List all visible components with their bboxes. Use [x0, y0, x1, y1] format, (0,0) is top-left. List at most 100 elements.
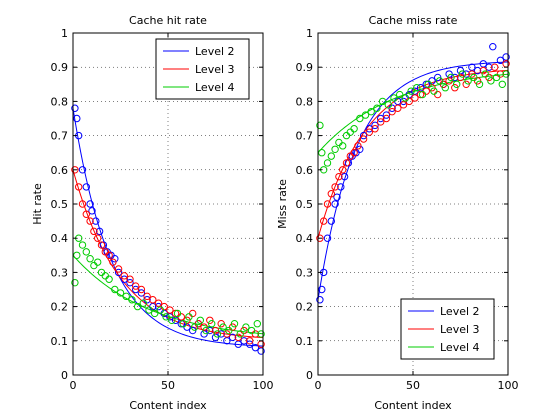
chart-panel-1: 0 50 100 0 0.1 0.2 0.3 0.4 0.5 0.6 0.7 0.8 0.9 1 Cache… [31, 14, 274, 412]
y-tick-label: 0.8 [51, 95, 69, 108]
data-point-series-2 [105, 251, 113, 260]
data-point-series-2 [339, 166, 347, 174]
data-point-series-2 [90, 227, 98, 236]
data-point-series-1 [120, 275, 129, 283]
data-point-series-1 [126, 278, 134, 287]
legend: Level 2 Level 3 Level 4 [155, 38, 250, 100]
data-point-series-3 [208, 320, 216, 328]
data-point-series-3 [168, 316, 176, 324]
data-point-series-3 [475, 80, 484, 89]
data-point-series-2 [491, 63, 499, 71]
data-point-series-2 [320, 217, 328, 225]
data-point-series-1 [86, 200, 94, 208]
data-point-series-3 [407, 87, 415, 95]
data-point-series-2 [371, 125, 379, 133]
data-point-series-1 [331, 200, 339, 208]
data-point-series-3 [487, 77, 495, 85]
data-point-series-1 [82, 183, 91, 191]
data-point-series-3 [179, 320, 187, 328]
data-point-series-3 [430, 87, 438, 95]
data-point-series-1 [382, 111, 391, 119]
data-point-series-3 [139, 299, 148, 307]
data-point-series-2 [354, 142, 362, 150]
data-point-series-1 [73, 114, 81, 123]
data-point-series-2 [166, 306, 174, 314]
data-point-series-1 [251, 343, 260, 352]
chart-title: Cache hit rate [129, 14, 207, 27]
data-point-series-2 [137, 285, 146, 294]
chart-panel-2: 0 50 100 0 0.1 0.2 0.3 0.4 0.5 0.6 0.7 0.8 0.9 1 Cache… [276, 14, 519, 412]
data-point-series-3 [73, 251, 81, 260]
data-point-series-3 [502, 70, 510, 78]
data-point-series-1 [359, 131, 368, 140]
data-point-series-2 [416, 90, 425, 99]
data-point-series-2 [331, 183, 339, 191]
chart-title: Cache miss rate [369, 14, 458, 27]
data-point-series-1 [78, 166, 87, 174]
y-tick-label: 0.5 [51, 198, 69, 211]
data-point-series-3 [361, 111, 370, 119]
data-point-series-1 [137, 289, 146, 297]
data-point-series-1 [365, 125, 373, 133]
x-tick-label: 100 [498, 379, 519, 392]
legend-label: Level 2 [440, 305, 480, 318]
x-tick-label: 50 [406, 379, 420, 392]
data-point-series-2 [382, 114, 391, 123]
data-point-series-3 [481, 70, 489, 78]
data-point-series-2 [171, 309, 180, 318]
data-point-series-1 [217, 330, 225, 338]
legend: Level 2 Level 3 Level 4 [400, 298, 495, 360]
data-point-series-3 [247, 326, 256, 335]
data-point-series-3 [257, 330, 265, 338]
data-point-series-2 [365, 128, 373, 136]
data-point-series-3 [413, 84, 421, 92]
data-point-series-3 [78, 241, 87, 249]
data-point-series-3 [458, 70, 467, 78]
data-point-series-3 [190, 323, 199, 331]
data-point-series-1 [228, 333, 237, 342]
data-point-series-3 [470, 73, 478, 82]
data-point-series-1 [99, 241, 108, 249]
data-point-series-2 [335, 172, 343, 181]
data-point-series-1 [462, 70, 470, 78]
data-point-series-2 [97, 241, 106, 249]
data-point-series-3 [253, 320, 261, 328]
data-point-series-3 [331, 145, 339, 153]
y-tick-label: 0.2 [296, 301, 314, 314]
data-point-series-3 [122, 292, 130, 301]
data-point-series-2 [86, 217, 94, 225]
data-point-series-3 [464, 77, 472, 85]
legend-label: Level 2 [195, 45, 235, 58]
legend-label: Level 4 [440, 341, 480, 354]
data-point-series-2 [109, 258, 117, 266]
y-tick-label: 0.3 [296, 266, 314, 279]
data-point-series-2 [323, 200, 332, 208]
data-point-series-2 [143, 292, 151, 301]
data-point-series-3 [396, 90, 404, 99]
data-point-series-1 [337, 183, 345, 191]
data-point-series-3 [401, 94, 410, 102]
data-point-series-2 [75, 183, 83, 191]
y-tick-label: 0.5 [296, 198, 314, 211]
x-tick-label: 0 [315, 379, 322, 392]
x-tick-label: 100 [253, 379, 274, 392]
data-point-series-3 [492, 73, 501, 82]
data-point-series-2 [94, 234, 102, 242]
y-tick-label: 0.4 [51, 232, 69, 245]
y-tick-label: 0 [306, 369, 313, 382]
data-point-series-3 [185, 313, 193, 321]
y-tick-label: 1 [306, 27, 313, 40]
data-point-series-2 [411, 94, 419, 102]
data-point-series-3 [418, 90, 427, 99]
data-point-series-1 [327, 217, 335, 225]
data-point-series-3 [213, 330, 222, 338]
y-tick-label: 0.6 [51, 164, 69, 177]
data-point-series-1 [371, 121, 379, 130]
data-point-series-3 [350, 125, 358, 133]
data-point-series-1 [240, 337, 248, 345]
data-point-series-3 [327, 152, 335, 160]
data-point-series-3 [339, 142, 347, 150]
data-point-series-2 [350, 149, 358, 157]
data-point-series-3 [356, 114, 364, 123]
data-point-series-3 [378, 97, 387, 106]
